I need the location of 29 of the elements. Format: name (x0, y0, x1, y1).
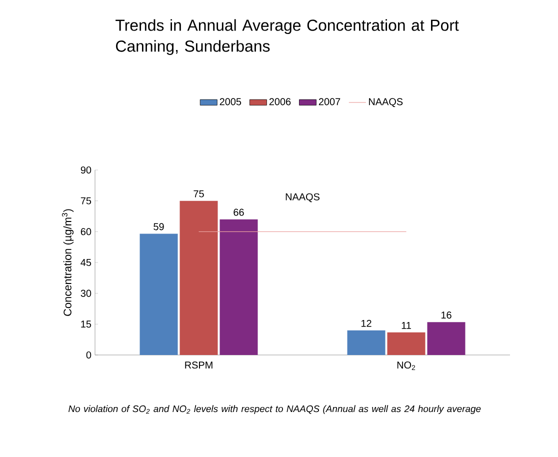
y-axis-title: Concentration (µg/m$^{3}$) (62, 209, 74, 316)
y-tick-label: 0 (86, 351, 92, 359)
legend-label: 2007 (318, 98, 340, 106)
annotation: NAAQS (286, 193, 320, 202)
legend-label: 2006 (269, 98, 291, 106)
bar (140, 234, 178, 355)
bar (220, 219, 258, 355)
text: No violation of SO$_{2}$ and NO$_{2}$ levels with respect to NAAQS (Annual as well as 24 hourly average (68, 405, 481, 414)
y-tick-label: 75 (80, 197, 92, 204)
legend-label: 2005 (220, 98, 242, 106)
x-tick-label: RSPM (185, 362, 212, 369)
legend-label: NAAQS (369, 98, 403, 108)
chart-title: Trends in Annual Average Concentration at Port Canning, Sunderbans (116, 19, 459, 55)
y-tick-label: 30 (80, 290, 92, 297)
data-label: 59 (154, 223, 164, 230)
data-label: 12 (361, 320, 372, 327)
data-label: 11 (402, 322, 411, 329)
y-tick-label: 60 (80, 228, 92, 236)
x-tick-label: NO$_{2}$ (397, 362, 416, 370)
y-tick-label: 90 (80, 166, 92, 174)
y-tick-label: 15 (81, 320, 92, 328)
bar (427, 322, 466, 355)
data-label: 66 (234, 208, 244, 216)
bar (387, 332, 426, 355)
data-label: 16 (441, 312, 452, 319)
bar (347, 330, 386, 355)
data-label: 75 (194, 190, 204, 198)
bar (180, 200, 218, 355)
y-tick-label: 45 (80, 259, 92, 266)
